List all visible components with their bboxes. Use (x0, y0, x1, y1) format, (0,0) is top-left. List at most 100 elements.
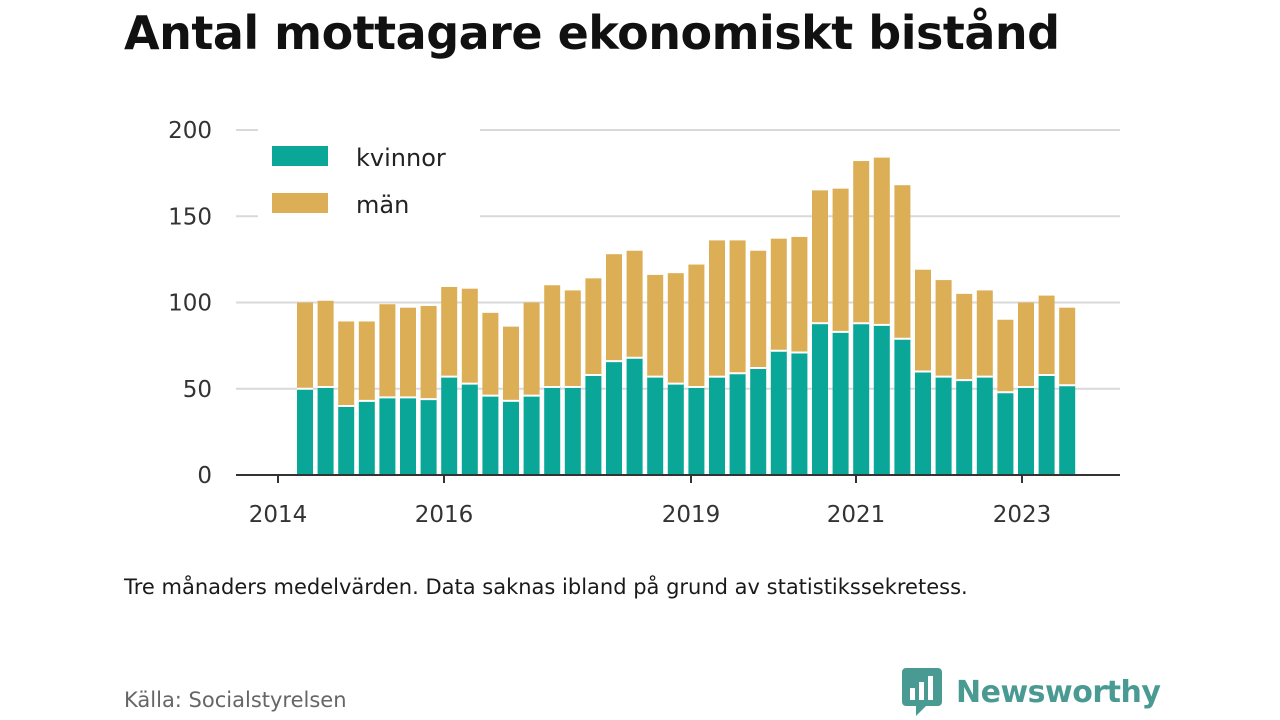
bar-man (997, 319, 1014, 393)
bar-man (956, 293, 973, 381)
x-tick-label: 2014 (249, 502, 308, 528)
bar-man (420, 305, 437, 400)
bar-man (482, 312, 499, 396)
bar-man (647, 274, 664, 377)
bar-man (297, 302, 313, 389)
bar-man (894, 185, 911, 339)
bar-kvinnor (523, 395, 540, 475)
chart-title: Antal mottagare ekonomiskt bistånd (124, 6, 1060, 60)
bar-man (1038, 295, 1055, 375)
brand-name: Newsworthy (956, 674, 1161, 710)
bar-kvinnor (667, 383, 684, 475)
source-credit: Källa: Socialstyrelsen (124, 688, 347, 712)
bar-man (1059, 307, 1076, 386)
bar-kvinnor (1018, 387, 1034, 475)
bar-man (976, 290, 993, 377)
bar-kvinnor (770, 350, 787, 475)
bar-man (750, 250, 767, 369)
bar-kvinnor (915, 371, 931, 475)
x-axis-ticks: 2014 2016 2019 2021 2023 (249, 475, 1052, 528)
bar-kvinnor (976, 376, 993, 475)
x-tick-label: 2023 (993, 502, 1052, 528)
legend-swatch-kvinnor (272, 146, 328, 166)
bar-kvinnor (606, 361, 622, 475)
bar-kvinnor (461, 383, 478, 475)
legend-label-kvinnor: kvinnor (356, 144, 446, 172)
x-tick-label: 2019 (662, 502, 721, 528)
bar-kvinnor (1059, 385, 1076, 475)
bar-kvinnor (585, 374, 602, 475)
bar-man (709, 240, 725, 377)
bar-man (317, 300, 334, 388)
bar-man (853, 161, 870, 324)
legend: kvinnor män (258, 128, 480, 220)
bar-man (1018, 302, 1034, 388)
bar-man (626, 250, 643, 358)
bar-kvinnor (441, 376, 458, 475)
bar-man (379, 304, 396, 398)
bar-man (585, 278, 602, 375)
bar-kvinnor (482, 395, 499, 475)
bar-man (338, 321, 355, 406)
bar-kvinnor (750, 368, 767, 475)
bar-chart-speech-bubble-icon (902, 668, 942, 716)
bar-man (667, 273, 684, 384)
bar-kvinnor (626, 357, 643, 475)
bar-man (729, 240, 746, 374)
y-axis-ticks: 0 50 100 150 200 (168, 118, 212, 489)
bar-kvinnor (317, 387, 334, 475)
bar-kvinnor (873, 324, 890, 475)
bar-kvinnor (647, 376, 664, 475)
bar-kvinnor (832, 331, 849, 475)
bar-kvinnor (997, 392, 1014, 475)
bar-man (461, 288, 478, 384)
bar-kvinnor (544, 387, 561, 475)
y-tick-label: 200 (168, 118, 212, 144)
x-tick-label: 2016 (415, 502, 474, 528)
bar-man (400, 307, 416, 398)
bar-kvinnor (420, 399, 437, 475)
bar-kvinnor (729, 373, 746, 475)
bar-kvinnor (379, 397, 396, 475)
legend-swatch-man (272, 193, 328, 213)
bar-kvinnor (564, 387, 581, 475)
bar-man (873, 157, 890, 325)
bar-kvinnor (956, 380, 973, 475)
y-tick-label: 150 (168, 204, 212, 230)
bar-man (564, 290, 581, 388)
bar-man (503, 326, 519, 401)
bar-man (791, 236, 808, 353)
bar-kvinnor (338, 406, 355, 475)
bar-man (915, 269, 931, 372)
bar-man (358, 321, 375, 401)
bar-man (523, 302, 540, 396)
bar-kvinnor (688, 387, 705, 475)
bars (297, 157, 1076, 475)
bar-kvinnor (791, 352, 808, 475)
bar-kvinnor (400, 397, 416, 475)
bar-kvinnor (1038, 374, 1055, 475)
bar-kvinnor (358, 400, 375, 475)
bar-kvinnor (709, 376, 725, 475)
bar-man (832, 188, 849, 332)
bar-kvinnor (503, 400, 519, 475)
y-tick-label: 100 (168, 291, 212, 317)
x-tick-label: 2021 (827, 502, 886, 528)
bar-kvinnor (297, 388, 313, 475)
legend-label-man: män (356, 191, 409, 219)
bar-kvinnor (812, 323, 828, 475)
bar-man (688, 264, 705, 388)
bar-man (812, 190, 828, 324)
y-tick-label: 0 (197, 463, 212, 489)
bar-man (441, 286, 458, 377)
bar-man (770, 238, 787, 351)
y-tick-label: 50 (183, 377, 212, 403)
bar-kvinnor (894, 338, 911, 475)
brand-logo: Newsworthy (902, 668, 1161, 716)
chart-note: Tre månaders medelvärden. Data saknas ib… (124, 575, 968, 599)
bar-man (544, 285, 561, 388)
stacked-bar-chart: 0 50 100 150 200 2014 2016 2019 2021 2023 kvinno… (168, 118, 1120, 528)
bar-man (935, 280, 952, 377)
bar-kvinnor (935, 376, 952, 475)
bar-man (606, 254, 622, 362)
